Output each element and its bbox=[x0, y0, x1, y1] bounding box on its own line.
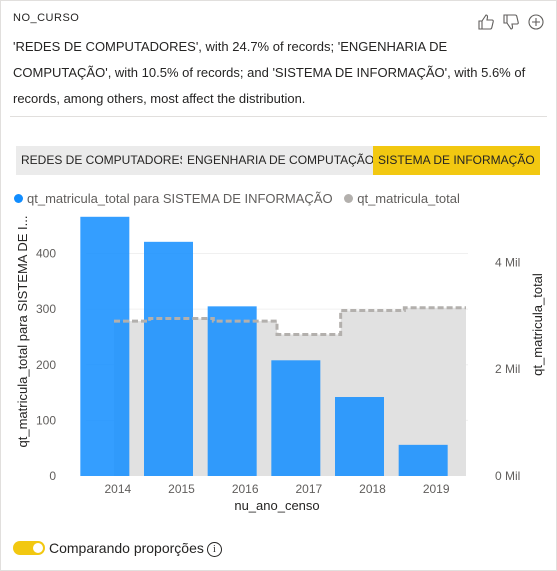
y-tick-label: 100 bbox=[36, 413, 56, 427]
key-influencer-summary: 'REDES DE COMPUTADORES', with 24.7% of r… bbox=[13, 39, 526, 106]
bar bbox=[271, 360, 321, 476]
legend-label: qt_matricula_total bbox=[357, 191, 460, 206]
divider bbox=[10, 116, 547, 117]
bar-chart: 0 100 200 300 400 0 Mil 2 Mil 4 Mil 2014 2015 2016… bbox=[15, 216, 545, 513]
x-tick-label: 2018 bbox=[359, 482, 386, 496]
bar bbox=[335, 397, 384, 476]
x-tick-label: 2015 bbox=[168, 482, 195, 496]
y2-tick-label: 4 Mil bbox=[495, 255, 520, 269]
y-tick-label: 400 bbox=[36, 247, 56, 261]
bar bbox=[207, 306, 257, 476]
thumbs-down-icon[interactable] bbox=[502, 13, 522, 33]
chart-legend: qt_matricula_total para SISTEMA DE INFOR… bbox=[14, 191, 468, 209]
legend-item-secondary: qt_matricula_total bbox=[344, 191, 460, 206]
y2-tick-label: 0 Mil bbox=[495, 469, 520, 483]
legend-label: qt_matricula_total para SISTEMA DE INFOR… bbox=[27, 191, 333, 206]
x-tick-label: 2016 bbox=[232, 482, 259, 496]
filter-chip-redes[interactable]: REDES DE COMPUTADORES bbox=[16, 146, 193, 175]
bar bbox=[80, 216, 130, 476]
field-header: NO_CURSO bbox=[13, 12, 80, 24]
x-axis-title: nu_ano_censo bbox=[234, 498, 319, 513]
toggle-label: Comparando proporções bbox=[49, 540, 204, 556]
filter-chip-sistema[interactable]: SISTEMA DE INFORMAÇÃO bbox=[373, 146, 540, 175]
x-tick-label: 2019 bbox=[423, 482, 450, 496]
y-tick-label: 0 bbox=[49, 469, 56, 483]
info-icon[interactable]: i bbox=[206, 542, 222, 557]
y-tick-label: 300 bbox=[36, 302, 56, 316]
compare-proportions-toggle[interactable] bbox=[13, 541, 45, 555]
plus-circle-icon[interactable] bbox=[527, 13, 547, 33]
x-tick-label: 2014 bbox=[104, 482, 131, 496]
compare-proportions-row: Comparando proporções i bbox=[13, 540, 222, 560]
y2-tick-label: 2 Mil bbox=[495, 362, 520, 376]
x-tick-label: 2017 bbox=[295, 482, 322, 496]
toggle-knob bbox=[33, 543, 43, 553]
y-tick-label: 200 bbox=[36, 358, 56, 372]
legend-dot-icon bbox=[344, 194, 354, 203]
total-line bbox=[114, 306, 466, 336]
y2-axis-title: qt_matricula_total bbox=[530, 273, 545, 376]
y-axis-title: qt_matricula_total para SISTEMA DE I... bbox=[15, 216, 30, 448]
legend-dot-icon bbox=[14, 194, 23, 203]
legend-item-primary: qt_matricula_total para SISTEMA DE INFOR… bbox=[14, 191, 333, 206]
bar bbox=[144, 241, 193, 476]
thumbs-up-icon[interactable] bbox=[477, 13, 497, 33]
filter-chip-engenharia[interactable]: ENGENHARIA DE COMPUTAÇÃO bbox=[182, 146, 380, 175]
bar bbox=[398, 444, 448, 476]
